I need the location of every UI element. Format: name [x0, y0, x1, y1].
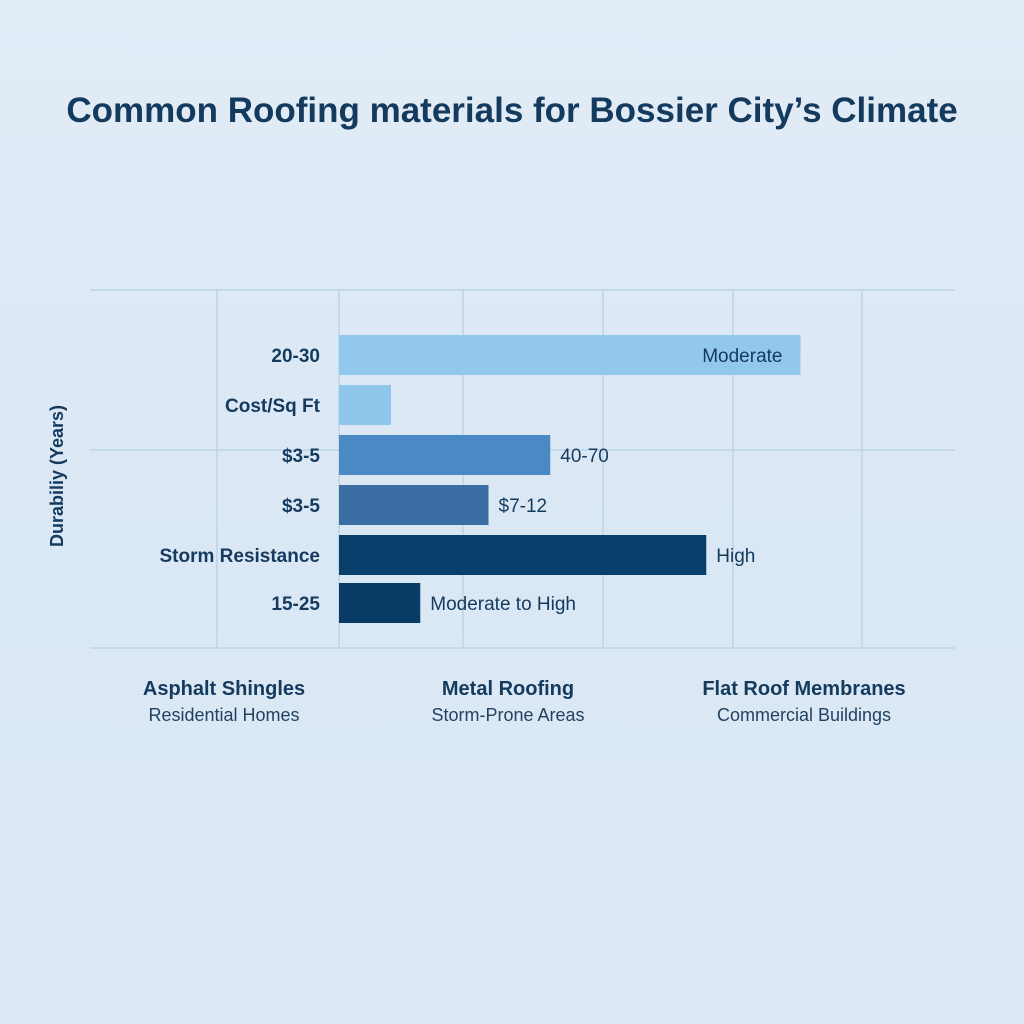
material-flat-roof-membranes: Flat Roof Membranes Commercial Buildings [664, 676, 944, 728]
category-label: $3-5 [282, 496, 320, 517]
material-use: Residential Homes [148, 705, 300, 725]
material-name: Asphalt Shingles [142, 678, 306, 700]
bar-value-label: $7-12 [499, 496, 548, 517]
category-label: Storm Resistance [159, 546, 320, 567]
bar [339, 435, 551, 475]
bar-group [339, 335, 801, 623]
material-metal-roofing: Metal Roofing Storm-Prone Areas [368, 676, 648, 728]
material-asphalt-shingles: Asphalt Shingles Residential Homes [84, 676, 364, 728]
category-label: $3-5 [282, 446, 320, 467]
y-axis-label: Durabiliy (Years) [47, 405, 67, 547]
bar [339, 335, 801, 375]
bar-value-label: High [716, 546, 755, 567]
material-name: Flat Roof Membranes [702, 678, 906, 700]
bar [339, 535, 707, 575]
category-label: 20-30 [271, 346, 320, 367]
bar-value-label: Moderate to High [430, 594, 576, 615]
material-use: Storm-Prone Areas [431, 705, 585, 725]
bar-value-label: 40-70 [560, 446, 609, 467]
chart-title: Common Roofing materials for Bossier Cit… [66, 91, 958, 130]
bar-value-labels: Moderate 40-70 $7-12 High Moderate to High [430, 346, 782, 615]
bar [339, 485, 489, 525]
bar [339, 583, 421, 623]
category-label: 15-25 [271, 594, 320, 615]
material-name: Metal Roofing [441, 678, 575, 700]
bar-value-label: Moderate [702, 346, 782, 367]
category-label: Cost/Sq Ft [225, 396, 321, 417]
material-use: Commercial Buildings [716, 705, 892, 725]
category-labels: 20-30 Cost/Sq Ft $3-5 $3-5 Storm Resistance 1… [159, 346, 320, 615]
bar [339, 385, 391, 425]
